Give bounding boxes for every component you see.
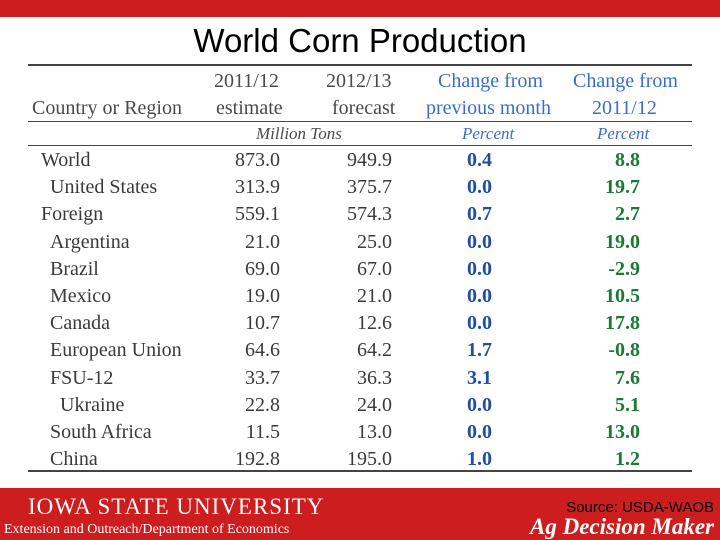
change-month-value: 0.0 [467, 285, 492, 307]
change-month-value: 0.0 [467, 393, 492, 416]
table-row: Brazil 69.0 67.0 0.0 -2.9 [28, 256, 692, 283]
brand-logo: Ag Decision Maker [530, 514, 714, 539]
table-row: World 873.0 949.9 0.4 8.8 [28, 147, 692, 174]
change-month-value: 3.1 [467, 366, 492, 389]
table-row: United States 313.9 375.7 0.0 19.7 [28, 174, 692, 201]
change-year-value: 19.0 [605, 230, 640, 253]
forecast-value: 949.9 [347, 149, 392, 171]
header-change-year-1: Change from [573, 70, 678, 92]
change-year-value: 17.8 [605, 312, 640, 335]
header-2011-12: 2011/12 [214, 70, 279, 92]
country-name: Argentina [50, 230, 130, 253]
header-change-month-2: previous month [426, 97, 551, 119]
change-month-value: 0.0 [467, 230, 492, 253]
header-bottom-rule [28, 145, 692, 146]
change-month-value: 0.0 [467, 176, 492, 199]
estimate-value: 873.0 [235, 149, 280, 171]
change-month-value: 1.0 [467, 448, 492, 471]
change-month-value: 0.0 [467, 421, 492, 443]
top-banner [0, 0, 720, 17]
forecast-value: 64.2 [357, 339, 392, 362]
change-year-value: 13.0 [605, 421, 640, 443]
header-change-month-1: Change from [438, 70, 543, 92]
country-name: China [50, 448, 98, 471]
estimate-value: 19.0 [245, 285, 280, 307]
country-name: Mexico [50, 285, 112, 307]
forecast-value: 13.0 [357, 421, 392, 443]
table-bottom-rule [28, 470, 692, 472]
table-row: Ukraine 22.8 24.0 0.0 5.1 [28, 392, 692, 419]
country-name: United States [50, 176, 158, 199]
source-text: Source: USDA-WAOB [566, 499, 714, 516]
table-row: FSU-12 33.7 36.3 3.1 7.6 [28, 365, 692, 392]
header-forecast: forecast [332, 97, 396, 119]
country-name: World [41, 149, 91, 171]
estimate-value: 11.5 [245, 421, 280, 443]
forecast-value: 375.7 [347, 176, 392, 199]
estimate-value: 22.8 [245, 393, 280, 416]
country-name: South Africa [50, 421, 152, 443]
unit-percent-year: Percent [597, 124, 650, 143]
table-top-rule [28, 64, 692, 66]
change-year-value: 19.7 [605, 176, 640, 199]
estimate-value: 21.0 [245, 230, 280, 253]
estimate-value: 10.7 [245, 312, 280, 335]
change-year-value: 10.5 [605, 285, 640, 307]
forecast-value: 67.0 [357, 257, 392, 280]
estimate-value: 33.7 [245, 366, 280, 389]
estimate-value: 192.8 [235, 448, 280, 471]
unit-million-tons: Million Tons [256, 124, 342, 143]
footer-banner: IOWA STATE UNIVERSITY Extension and Outr… [0, 488, 720, 540]
change-year-value: 2.7 [615, 203, 640, 226]
country-name: European Union [50, 339, 182, 362]
table-row: European Union 64.6 64.2 1.7 -0.8 [28, 337, 692, 364]
forecast-value: 36.3 [357, 366, 392, 389]
estimate-value: 64.6 [245, 339, 280, 362]
forecast-value: 24.0 [357, 393, 392, 416]
estimate-value: 313.9 [235, 176, 280, 199]
change-year-value: 1.2 [615, 448, 640, 471]
country-name: Brazil [50, 257, 99, 280]
change-month-value: 1.7 [467, 339, 492, 362]
forecast-value: 25.0 [357, 230, 392, 253]
change-year-value: 8.8 [615, 149, 640, 171]
country-name: Ukraine [60, 393, 125, 416]
country-name: Foreign [41, 203, 104, 226]
unit-percent-month: Percent [462, 124, 515, 143]
country-name: FSU-12 [50, 366, 114, 389]
change-month-value: 0.4 [467, 149, 492, 171]
change-year-value: -0.8 [608, 339, 640, 362]
country-name: Canada [50, 312, 110, 335]
corn-production-table: Country or Region 2011/12 estimate 2012/… [28, 64, 692, 472]
table-row: China 192.8 195.0 1.0 1.2 [28, 446, 692, 473]
estimate-value: 69.0 [245, 257, 280, 280]
extension-text: Extension and Outreach/Department of Eco… [4, 522, 290, 537]
change-month-value: 0.0 [467, 312, 492, 335]
forecast-value: 574.3 [347, 203, 392, 226]
table-row: Mexico 19.0 21.0 0.0 10.5 [28, 283, 692, 310]
table-row: Foreign 559.1 574.3 0.7 2.7 [28, 201, 692, 228]
slide-title: World Corn Production [193, 22, 527, 59]
header-country: Country or Region [32, 97, 182, 119]
change-month-value: 0.7 [467, 203, 492, 226]
table-row: Argentina 21.0 25.0 0.0 19.0 [28, 229, 692, 256]
change-month-value: 0.0 [467, 257, 492, 280]
header-estimate: estimate [216, 97, 283, 119]
estimate-value: 559.1 [235, 203, 280, 226]
table-row: Canada 10.7 12.6 0.0 17.8 [28, 310, 692, 337]
table-row: South Africa 11.5 13.0 0.0 13.0 [28, 419, 692, 446]
header-change-year-2: 2011/12 [592, 97, 657, 119]
forecast-value: 12.6 [357, 312, 392, 335]
header-2012-13: 2012/13 [326, 70, 392, 92]
forecast-value: 195.0 [347, 448, 392, 471]
change-year-value: 5.1 [615, 393, 640, 416]
change-year-value: 7.6 [615, 366, 640, 389]
university-logo: IOWA STATE UNIVERSITY [28, 494, 325, 519]
forecast-value: 21.0 [357, 285, 392, 307]
header-mid-rule [28, 121, 692, 122]
change-year-value: -2.9 [608, 257, 640, 280]
